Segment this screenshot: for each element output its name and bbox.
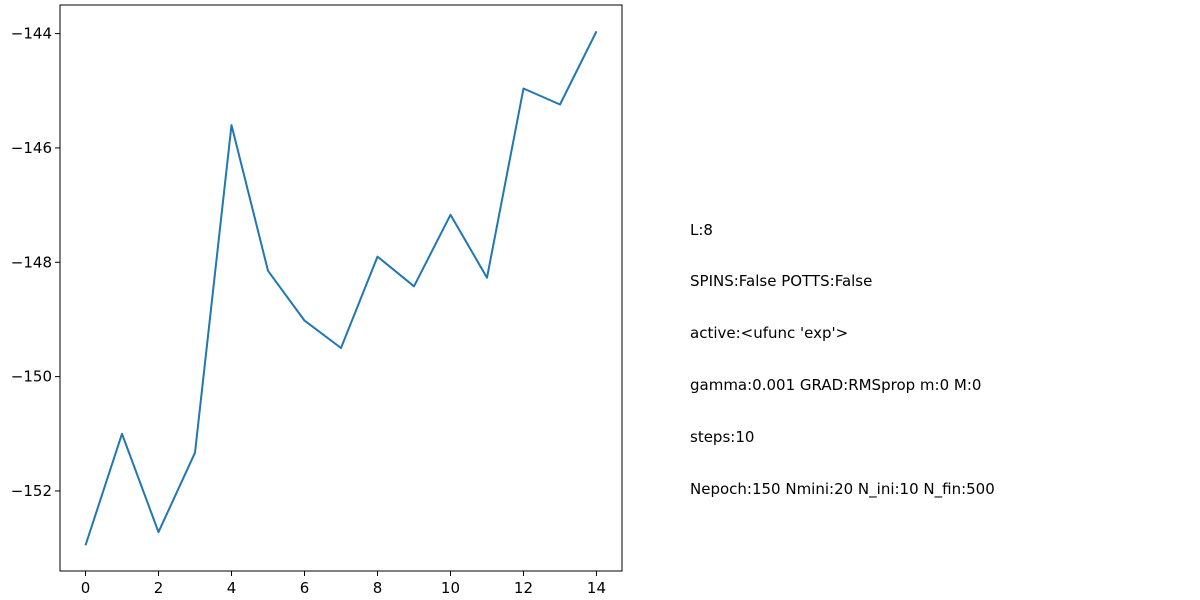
y-tick-label: −146 [11, 139, 52, 157]
x-tick-label: 8 [373, 579, 383, 597]
annotation-text: L:8 SPINS:False POTTS:False active:<ufun… [690, 187, 995, 516]
series-line [84, 30, 598, 546]
x-tick-label: 2 [154, 579, 164, 597]
annotation-line: SPINS:False POTTS:False [690, 272, 873, 291]
y-tick-label: −148 [11, 253, 52, 271]
annotation-line: gamma:0.001 GRAD:RMSprop m:0 M:0 [690, 376, 982, 395]
x-tick-label: 0 [81, 579, 91, 597]
x-axis: 0 2 4 6 8 10 12 14 [81, 571, 606, 597]
x-tick-label: 10 [441, 579, 460, 597]
plot-frame [59, 4, 623, 572]
y-tick-label: −150 [11, 368, 52, 386]
y-tick-label: −144 [11, 25, 52, 43]
y-axis: −152 −150 −148 −146 −144 [11, 25, 60, 500]
annotation-line: steps:10 [690, 428, 755, 447]
annotation-line: L:8 [690, 220, 713, 239]
annotation-line: Nepoch:150 Nmini:20 N_ini:10 N_fin:500 [690, 480, 995, 499]
x-tick-label: 14 [587, 579, 606, 597]
y-tick-label: −152 [11, 482, 52, 500]
x-tick-label: 4 [227, 579, 237, 597]
annotation-line: active:<ufunc 'exp'> [690, 324, 849, 343]
x-tick-label: 12 [514, 579, 533, 597]
x-tick-label: 6 [300, 579, 310, 597]
